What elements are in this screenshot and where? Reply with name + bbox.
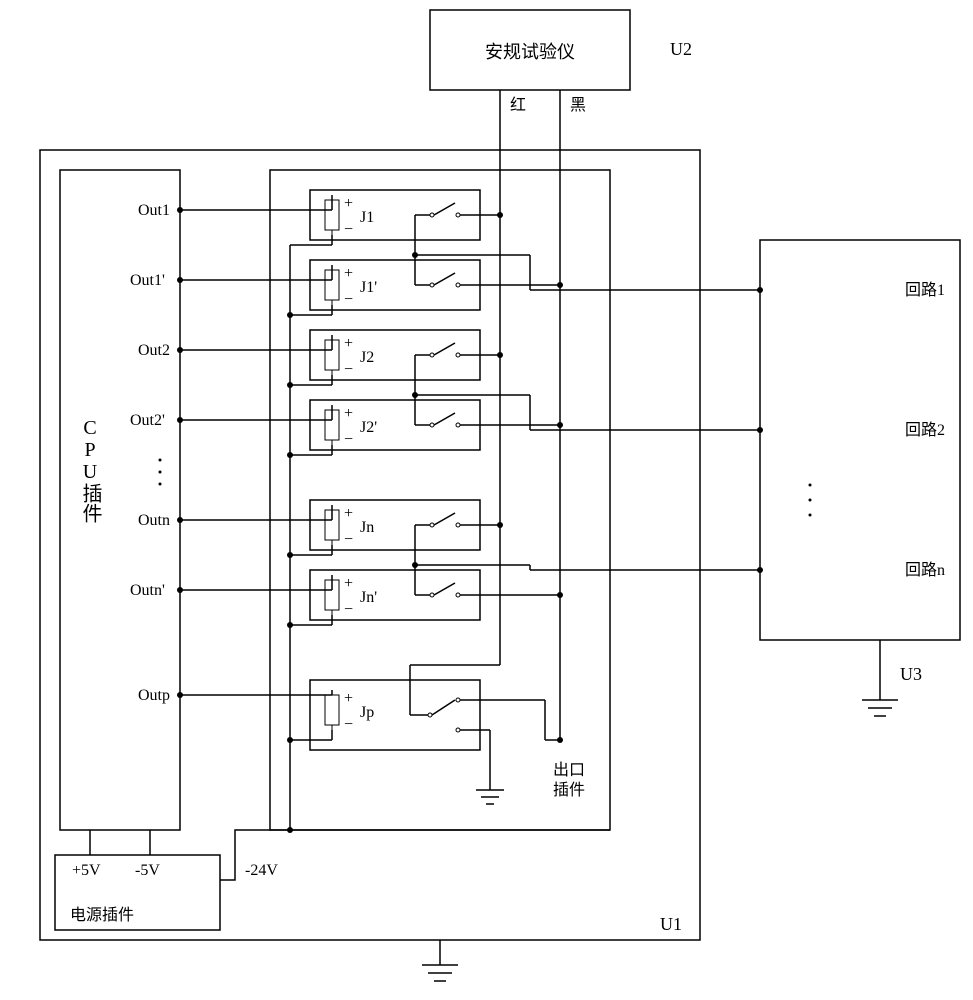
- svg-text:Jn: Jn: [360, 519, 374, 536]
- svg-text:Jp: Jp: [360, 704, 374, 721]
- outn-label: Outn: [138, 512, 170, 529]
- schematic-root: 安规试验仪 U2 红 黑 U1 CPU插件 出口 插件 +5V -5V -24V…: [0, 0, 973, 1000]
- power-n24: -24V: [245, 862, 278, 879]
- power-n5: -5V: [135, 862, 160, 879]
- svg-text:J2: J2: [360, 349, 374, 366]
- relay-Jp: + − Jp: [310, 680, 480, 750]
- svg-text:Jn': Jn': [360, 589, 377, 606]
- svg-text:+: +: [344, 405, 353, 422]
- svg-text:+: +: [344, 335, 353, 352]
- relay-Jnp: + − Jn': [310, 570, 480, 620]
- u1-id: U1: [660, 914, 682, 934]
- svg-text:+: +: [344, 265, 353, 282]
- svg-text:+: +: [344, 575, 353, 592]
- tester-red-label: 红: [510, 96, 526, 114]
- svg-text:+: +: [344, 690, 353, 707]
- svg-text:−: −: [344, 361, 353, 378]
- power-label: 电源插件: [70, 906, 134, 924]
- out2p-label: Out2': [130, 412, 165, 429]
- out1p-label: Out1': [130, 272, 165, 289]
- cpu-label: CPU插件: [79, 417, 102, 523]
- power-p5: +5V: [72, 862, 101, 879]
- svg-text:−: −: [344, 291, 353, 308]
- outlet-label-1: 出口: [553, 761, 585, 779]
- out1-label: Out1: [138, 202, 170, 219]
- relay-Jn: + − Jn: [310, 500, 480, 550]
- u3-id: U3: [900, 664, 922, 684]
- svg-text:−: −: [344, 431, 353, 448]
- tester-title: 安规试验仪: [485, 42, 575, 62]
- svg-text:J2': J2': [360, 419, 377, 436]
- loopn-label: 回路n: [905, 561, 945, 579]
- svg-text:−: −: [344, 716, 353, 733]
- svg-text:−: −: [344, 601, 353, 618]
- out2-label: Out2: [138, 342, 170, 359]
- loop1-label: 回路1: [905, 281, 945, 299]
- svg-text:J1: J1: [360, 209, 374, 226]
- outlet-label-2: 插件: [553, 781, 585, 799]
- svg-text:−: −: [344, 221, 353, 238]
- cpu-plugin: CPU插件: [60, 170, 180, 830]
- relay-J2p: + − J2': [310, 400, 480, 450]
- u3-ground: [862, 700, 898, 716]
- relay-J1: + − J1: [310, 190, 480, 240]
- u1-ground: [422, 965, 458, 981]
- u3-box: [760, 240, 960, 640]
- tester-id: U2: [670, 39, 692, 59]
- relay-J2: + − J2: [310, 330, 480, 380]
- svg-text:J1': J1': [360, 279, 377, 296]
- svg-text:+: +: [344, 195, 353, 212]
- outnp-label: Outn': [130, 582, 165, 599]
- outp-label: Outp: [138, 687, 170, 704]
- tester-black-label: 黑: [570, 97, 586, 114]
- svg-text:−: −: [344, 531, 353, 548]
- svg-text:+: +: [344, 505, 353, 522]
- relay-J1p: + − J1': [310, 260, 480, 310]
- loop2-label: 回路2: [905, 421, 945, 439]
- tester-block: 安规试验仪 U2 红 黑: [430, 10, 692, 115]
